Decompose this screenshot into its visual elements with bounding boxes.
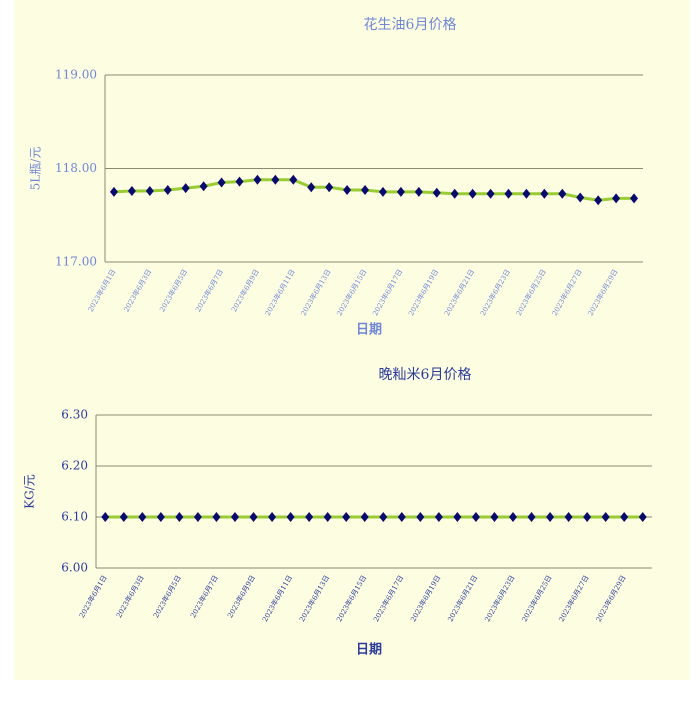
marker xyxy=(522,188,531,199)
marker xyxy=(271,174,280,185)
chart-title: 花生油6月价格 xyxy=(364,17,457,33)
y-tick-label: 118.00 xyxy=(55,161,97,175)
marker xyxy=(471,512,480,522)
marker xyxy=(490,512,499,522)
marker xyxy=(414,186,423,197)
marker xyxy=(564,512,573,522)
y-tick-label: 6.00 xyxy=(61,561,88,575)
marker xyxy=(289,174,298,185)
marker xyxy=(127,185,136,196)
marker xyxy=(450,188,459,199)
marker xyxy=(231,512,239,522)
marker xyxy=(630,193,639,204)
marker xyxy=(397,512,406,522)
marker xyxy=(253,174,262,185)
marker xyxy=(594,195,603,206)
marker xyxy=(217,177,226,188)
marker xyxy=(325,182,334,193)
marker xyxy=(416,512,425,522)
marker xyxy=(119,512,128,522)
marker xyxy=(601,512,610,522)
marker xyxy=(620,512,629,522)
marker xyxy=(558,188,567,199)
marker xyxy=(486,188,495,199)
x-axis-label: 日期 xyxy=(356,323,382,338)
marker xyxy=(249,512,258,522)
marker xyxy=(396,186,405,197)
marker xyxy=(546,512,555,522)
marker xyxy=(342,512,351,522)
marker xyxy=(145,185,154,196)
marker xyxy=(175,512,184,522)
marker xyxy=(181,183,190,194)
marker xyxy=(504,188,513,199)
marker xyxy=(527,512,536,522)
marker xyxy=(576,192,585,203)
marker xyxy=(101,512,110,522)
marker xyxy=(361,185,370,196)
chart-title: 晚籼米6月价格 xyxy=(379,367,472,383)
marker xyxy=(434,512,443,522)
marker xyxy=(323,512,332,522)
y-tick-label: 117.00 xyxy=(55,255,97,269)
marker xyxy=(235,176,244,187)
background xyxy=(14,0,690,680)
marker xyxy=(138,512,147,522)
marker xyxy=(540,188,549,199)
marker xyxy=(343,185,352,196)
marker xyxy=(156,512,165,522)
marker xyxy=(379,512,388,522)
marker xyxy=(199,181,208,192)
marker xyxy=(583,512,592,522)
marker xyxy=(212,512,221,522)
marker xyxy=(360,512,369,522)
marker xyxy=(268,512,277,522)
marker xyxy=(468,188,477,199)
marker xyxy=(305,512,314,522)
marker xyxy=(509,512,517,522)
marker xyxy=(307,182,316,193)
y-axis-label: 5L瓶/元 xyxy=(29,147,43,191)
marker xyxy=(453,512,462,522)
marker xyxy=(163,185,172,196)
y-axis-label: KG/元 xyxy=(23,474,37,509)
marker xyxy=(193,512,202,522)
marker xyxy=(109,186,118,197)
marker xyxy=(286,512,295,522)
y-tick-label: 119.00 xyxy=(55,68,97,82)
y-tick-label: 6.10 xyxy=(61,510,88,524)
marker xyxy=(612,193,621,204)
y-tick-label: 6.30 xyxy=(61,408,88,422)
marker xyxy=(378,186,387,197)
marker xyxy=(432,187,441,198)
y-tick-label: 6.20 xyxy=(61,459,88,473)
x-axis-label: 日期 xyxy=(356,643,382,658)
marker xyxy=(638,512,647,522)
